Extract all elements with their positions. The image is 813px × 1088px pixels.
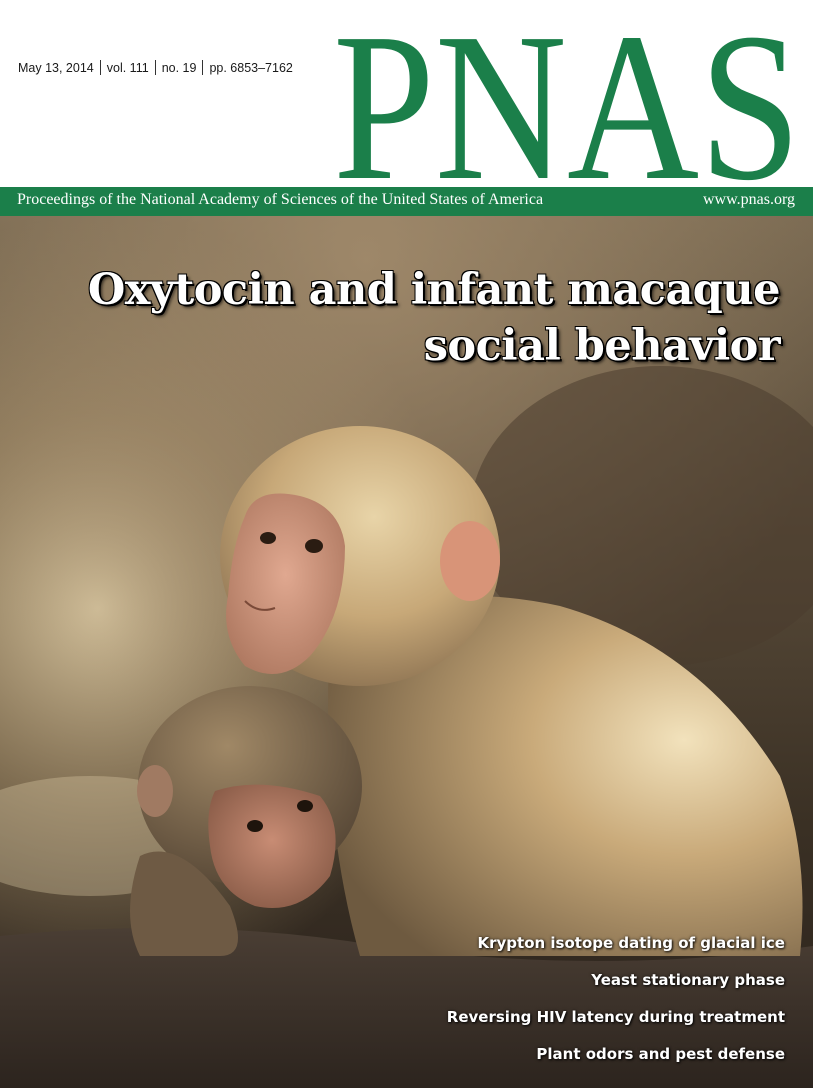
logo-text: PNAS bbox=[333, 6, 801, 186]
infant-macaque-face bbox=[208, 784, 336, 908]
cover-photo bbox=[0, 216, 813, 1088]
background-shadow bbox=[470, 366, 813, 666]
cover-headline: Oxytocin and infant macaque social behav… bbox=[40, 262, 781, 374]
journal-full-name: Proceedings of the National Academy of S… bbox=[17, 191, 544, 208]
infant-macaque-body bbox=[130, 851, 238, 956]
teaser-item: Krypton isotope dating of glacial ice bbox=[477, 934, 786, 952]
teaser-item: Yeast stationary phase bbox=[591, 971, 785, 989]
teaser-item: Plant odors and pest defense bbox=[536, 1045, 785, 1063]
issue-volume: vol. 111 bbox=[106, 60, 149, 75]
divider bbox=[154, 60, 156, 75]
infant-macaque-ear bbox=[137, 765, 173, 817]
rock-ledge bbox=[0, 928, 813, 1088]
infant-eye-right bbox=[297, 800, 313, 812]
headline-line-1: Oxytocin and infant macaque bbox=[87, 265, 781, 315]
adult-eye-left bbox=[260, 532, 276, 544]
adult-mouth bbox=[244, 600, 276, 611]
pnas-logo: PNAS bbox=[333, 6, 801, 186]
adult-macaque-ear bbox=[440, 521, 500, 601]
adult-macaque-body bbox=[328, 596, 803, 956]
divider bbox=[99, 60, 101, 75]
adult-eye-right bbox=[305, 539, 323, 553]
infant-eye-left bbox=[247, 820, 263, 832]
journal-url[interactable]: www.pnas.org bbox=[703, 191, 795, 208]
headline-line-2: social behavior bbox=[423, 321, 781, 371]
issue-pages: pp. 6853–7162 bbox=[209, 60, 293, 75]
teaser-item: Reversing HIV latency during treatment bbox=[446, 1008, 785, 1026]
teaser-list: Krypton isotope dating of glacial ice Ye… bbox=[265, 930, 785, 1078]
cover-header: May 13, 2014 vol. 111 no. 19 pp. 6853–71… bbox=[0, 0, 813, 187]
divider bbox=[202, 60, 204, 75]
issue-date: May 13, 2014 bbox=[18, 60, 94, 75]
issue-number: no. 19 bbox=[161, 60, 197, 75]
issue-info: May 13, 2014 vol. 111 no. 19 pp. 6853–71… bbox=[18, 60, 293, 75]
macaque-illustration bbox=[0, 216, 813, 1088]
adult-macaque-face bbox=[226, 493, 345, 674]
journal-band: Proceedings of the National Academy of S… bbox=[0, 187, 813, 216]
